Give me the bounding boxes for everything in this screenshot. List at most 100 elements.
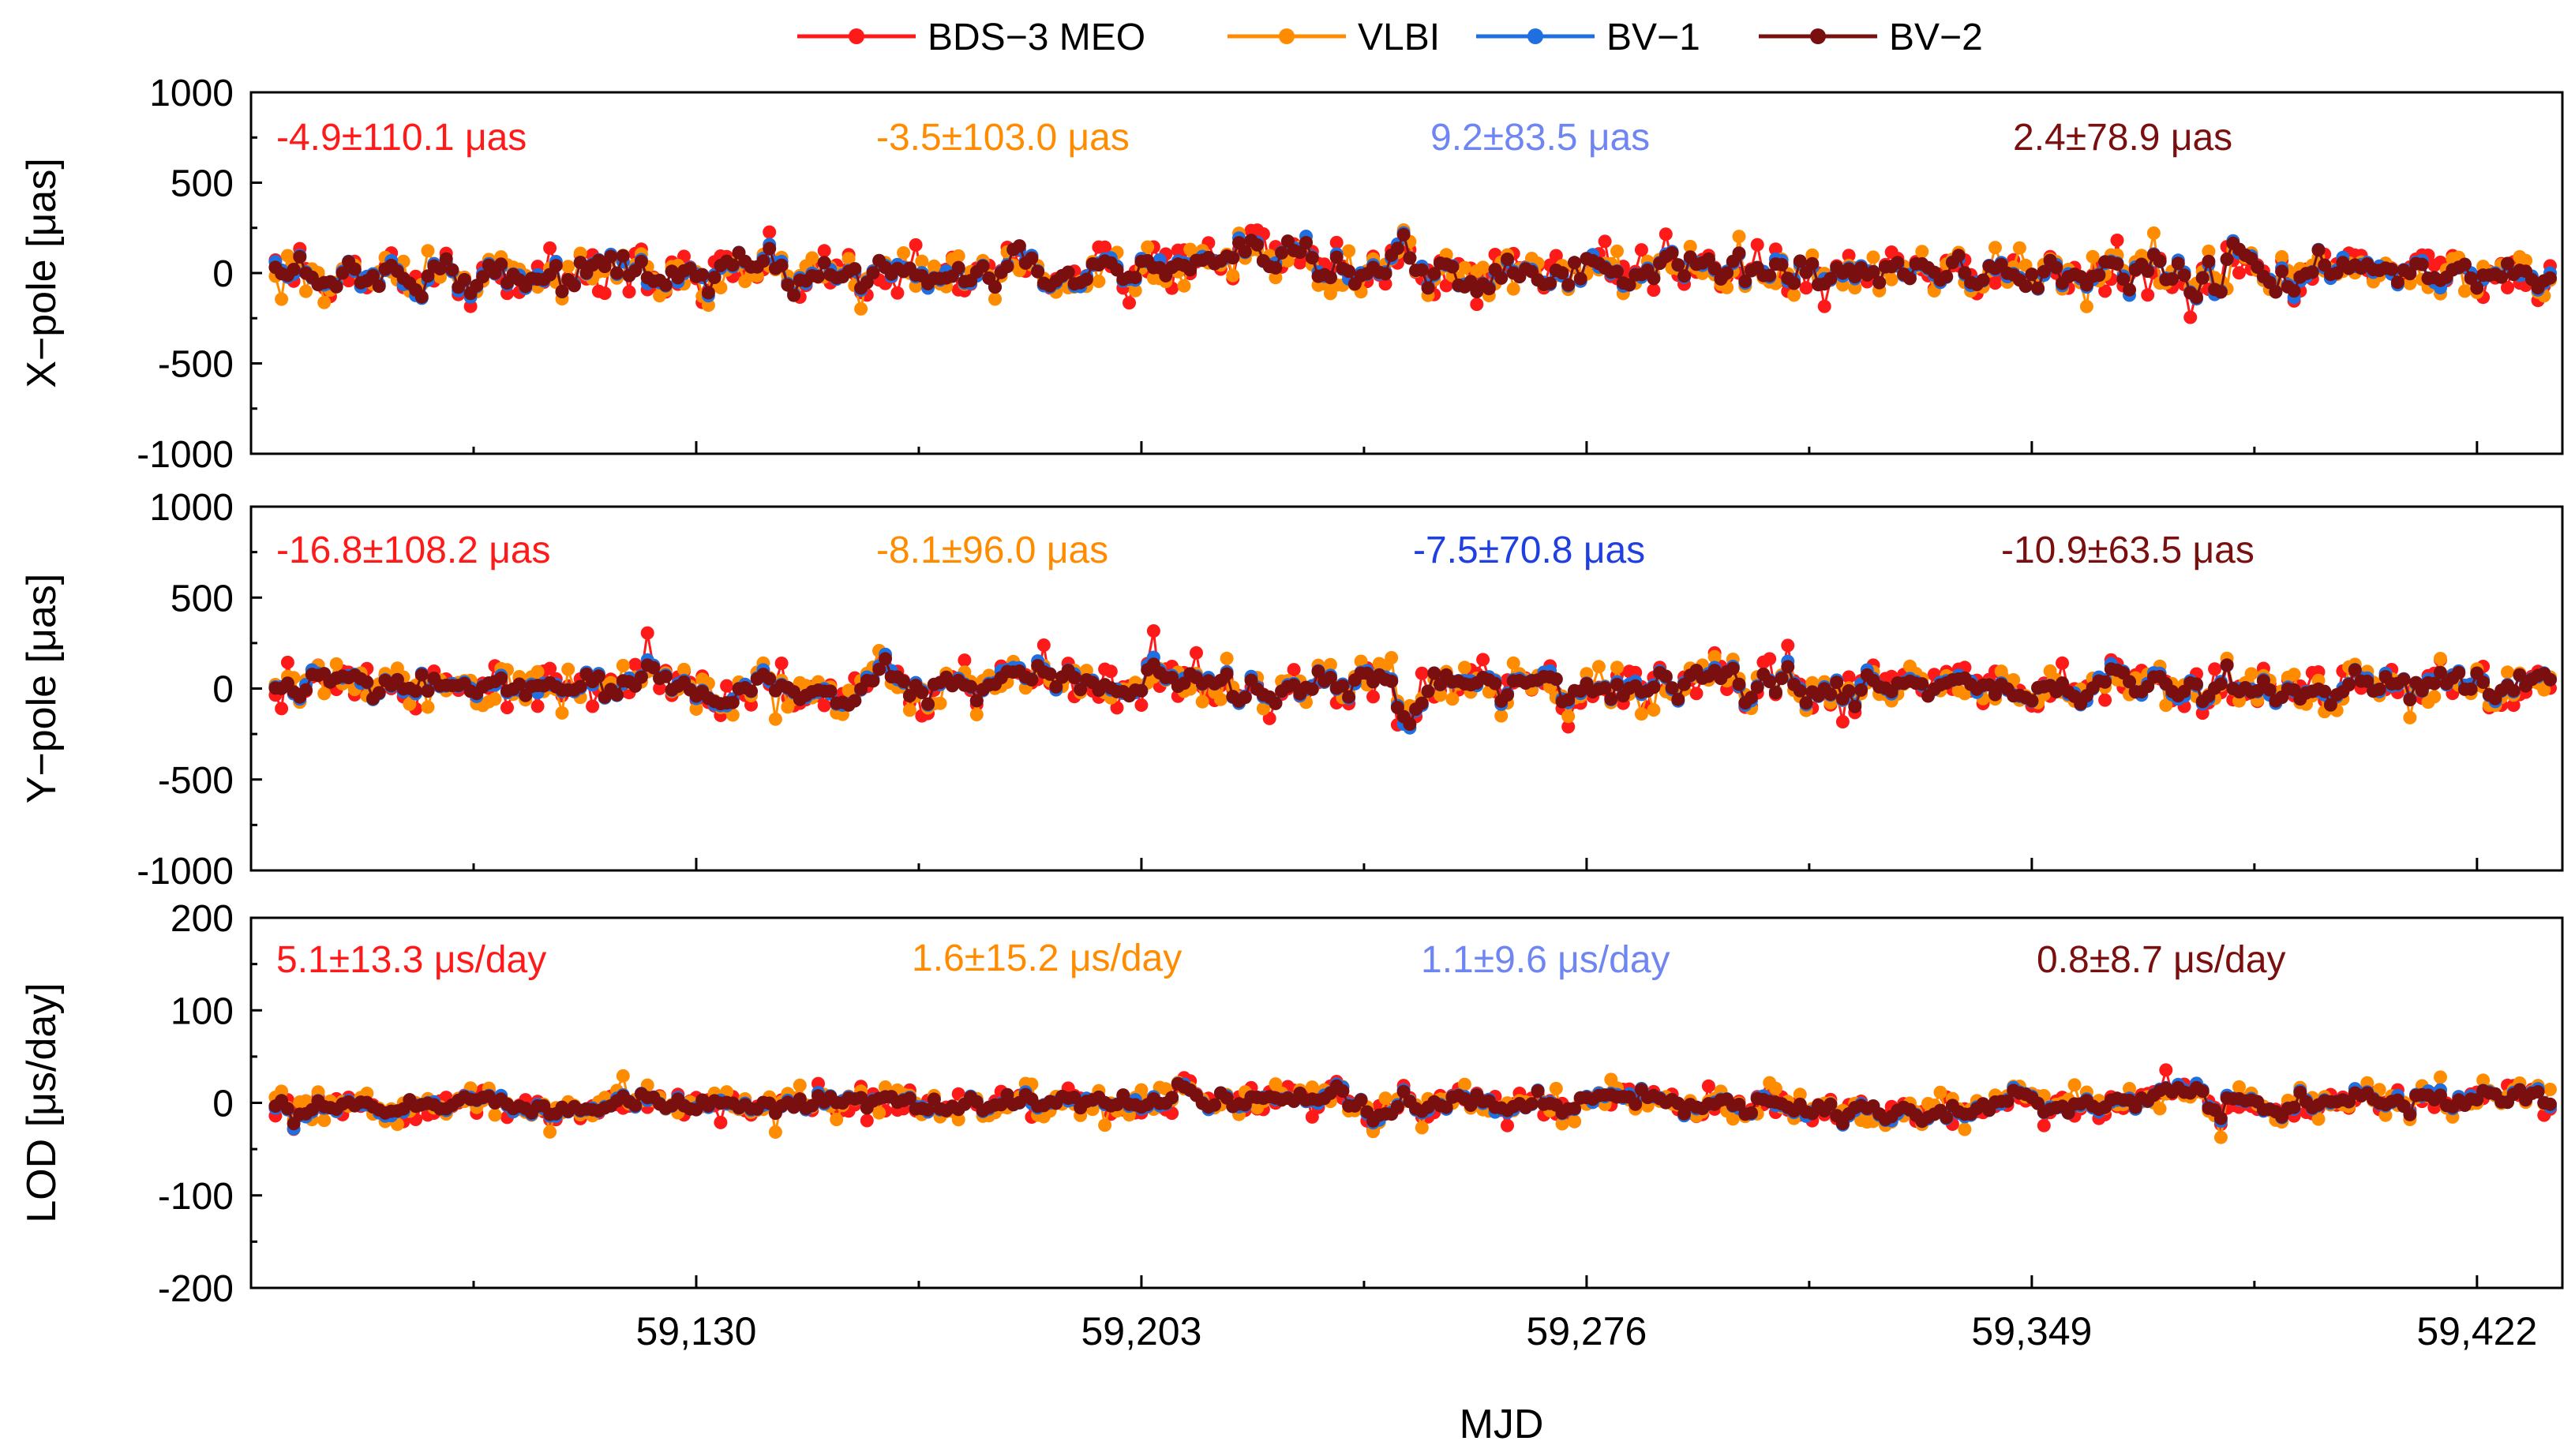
x-tick-label: 59,422 — [2416, 1309, 2537, 1353]
point-bv2 — [1238, 245, 1252, 259]
point-bv2 — [2397, 672, 2411, 687]
point-vlbi — [1994, 664, 2008, 679]
point-bds3 — [1262, 711, 1276, 725]
point-bds3 — [1287, 663, 1301, 677]
point-vlbi — [421, 244, 435, 258]
point-bv2 — [1568, 1102, 1581, 1116]
x-tick-label: 59,349 — [1971, 1309, 2092, 1353]
point-vlbi — [689, 702, 703, 716]
point-vlbi — [1079, 664, 1093, 678]
point-bv2 — [1421, 281, 1435, 295]
point-bds3 — [890, 286, 905, 300]
point-vlbi — [1634, 707, 1648, 721]
y-tick-label: 0 — [212, 669, 234, 711]
point-bds3 — [744, 698, 758, 712]
point-vlbi — [1098, 1118, 1112, 1132]
point-bds3 — [1750, 238, 1764, 252]
point-bv2 — [1501, 253, 1514, 266]
point-bv2 — [744, 684, 758, 698]
point-bv2 — [476, 270, 490, 284]
point-vlbi — [2079, 299, 2093, 313]
point-bv2 — [1336, 679, 1350, 693]
point-bv2 — [347, 262, 362, 276]
point-bv2 — [1323, 671, 1337, 684]
point-bds3 — [1415, 666, 1429, 680]
point-bds3 — [622, 285, 636, 299]
point-bv2 — [1427, 267, 1441, 281]
point-bv2 — [1043, 667, 1057, 681]
point-vlbi — [1378, 1091, 1392, 1106]
point-bds3 — [1110, 701, 1124, 715]
point-bv2 — [293, 249, 307, 264]
point-bv2 — [1763, 675, 1777, 689]
point-bv2 — [2213, 285, 2228, 299]
point-bv2 — [1775, 257, 1789, 271]
point-bv2 — [1805, 256, 1820, 271]
legend-item-bds3: BDS−3 MEO — [797, 17, 1145, 58]
point-bv2 — [2098, 675, 2112, 689]
point-bv2 — [610, 266, 624, 280]
point-bv2 — [921, 1103, 935, 1117]
point-bv2 — [1823, 271, 1838, 286]
point-bds3 — [714, 1115, 728, 1129]
point-bv2 — [366, 268, 380, 283]
stat-bds3-lod: 5.1±13.3 μs/day — [276, 939, 546, 981]
point-bv2 — [1781, 660, 1795, 674]
point-vlbi — [1884, 272, 1898, 286]
y-axis-label: X−pole [μas] — [19, 158, 65, 388]
point-vlbi — [2086, 249, 2100, 264]
point-bv2 — [915, 686, 929, 699]
point-vlbi — [1958, 1122, 1972, 1136]
point-bds3 — [2232, 266, 2246, 280]
point-bv2 — [1342, 690, 1356, 704]
point-bds3 — [1768, 242, 1782, 256]
point-bds3 — [500, 701, 514, 715]
point-vlbi — [1866, 250, 1880, 264]
point-bv2 — [414, 290, 429, 304]
point-bds3 — [280, 655, 294, 669]
point-bv2 — [2092, 268, 2106, 283]
legend-item-vlbi: VLBI — [1228, 17, 1440, 58]
point-bv2 — [701, 286, 715, 300]
point-bv2 — [1988, 687, 2002, 702]
point-vlbi — [1555, 1117, 1569, 1131]
point-bv2 — [335, 266, 350, 280]
point-bv2 — [860, 275, 874, 290]
point-bv2 — [628, 1099, 643, 1113]
point-vlbi — [2519, 253, 2533, 268]
point-bv2 — [1732, 246, 1746, 260]
point-bds3 — [958, 653, 972, 668]
point-bv2 — [1768, 686, 1782, 700]
point-vlbi — [2403, 710, 2417, 724]
point-vlbi — [1445, 692, 1460, 706]
point-bv2 — [1025, 251, 1039, 265]
point-bv2 — [2287, 1100, 2301, 1114]
point-bv2 — [1427, 666, 1441, 680]
point-bv2 — [1561, 278, 1576, 292]
point-bv2 — [658, 669, 673, 683]
point-bv2 — [1671, 692, 1685, 706]
point-vlbi — [1457, 260, 1471, 275]
point-bv2 — [494, 671, 508, 685]
point-vlbi — [2275, 250, 2289, 264]
point-vlbi — [2543, 1083, 2557, 1096]
point-bv2 — [1610, 677, 1624, 691]
point-bv2 — [866, 266, 880, 280]
point-vlbi — [1415, 1121, 1429, 1135]
point-bv2 — [1390, 241, 1404, 256]
point-bv2 — [2415, 257, 2429, 271]
point-vlbi — [1457, 1077, 1471, 1091]
point-bv2 — [707, 271, 722, 284]
point-vlbi — [1128, 283, 1142, 298]
point-bv2 — [1555, 266, 1569, 280]
point-bds3 — [2159, 1063, 2173, 1077]
point-bds3 — [275, 702, 289, 716]
y-tick-label: 0 — [212, 1084, 234, 1125]
stat-bv2-lod: 0.8±8.7 μs/day — [2037, 939, 2286, 981]
point-vlbi — [2476, 1073, 2491, 1087]
point-bv2 — [1793, 254, 1807, 268]
point-vlbi — [2427, 690, 2442, 704]
point-vlbi — [1342, 244, 1356, 258]
point-vlbi — [561, 662, 575, 676]
